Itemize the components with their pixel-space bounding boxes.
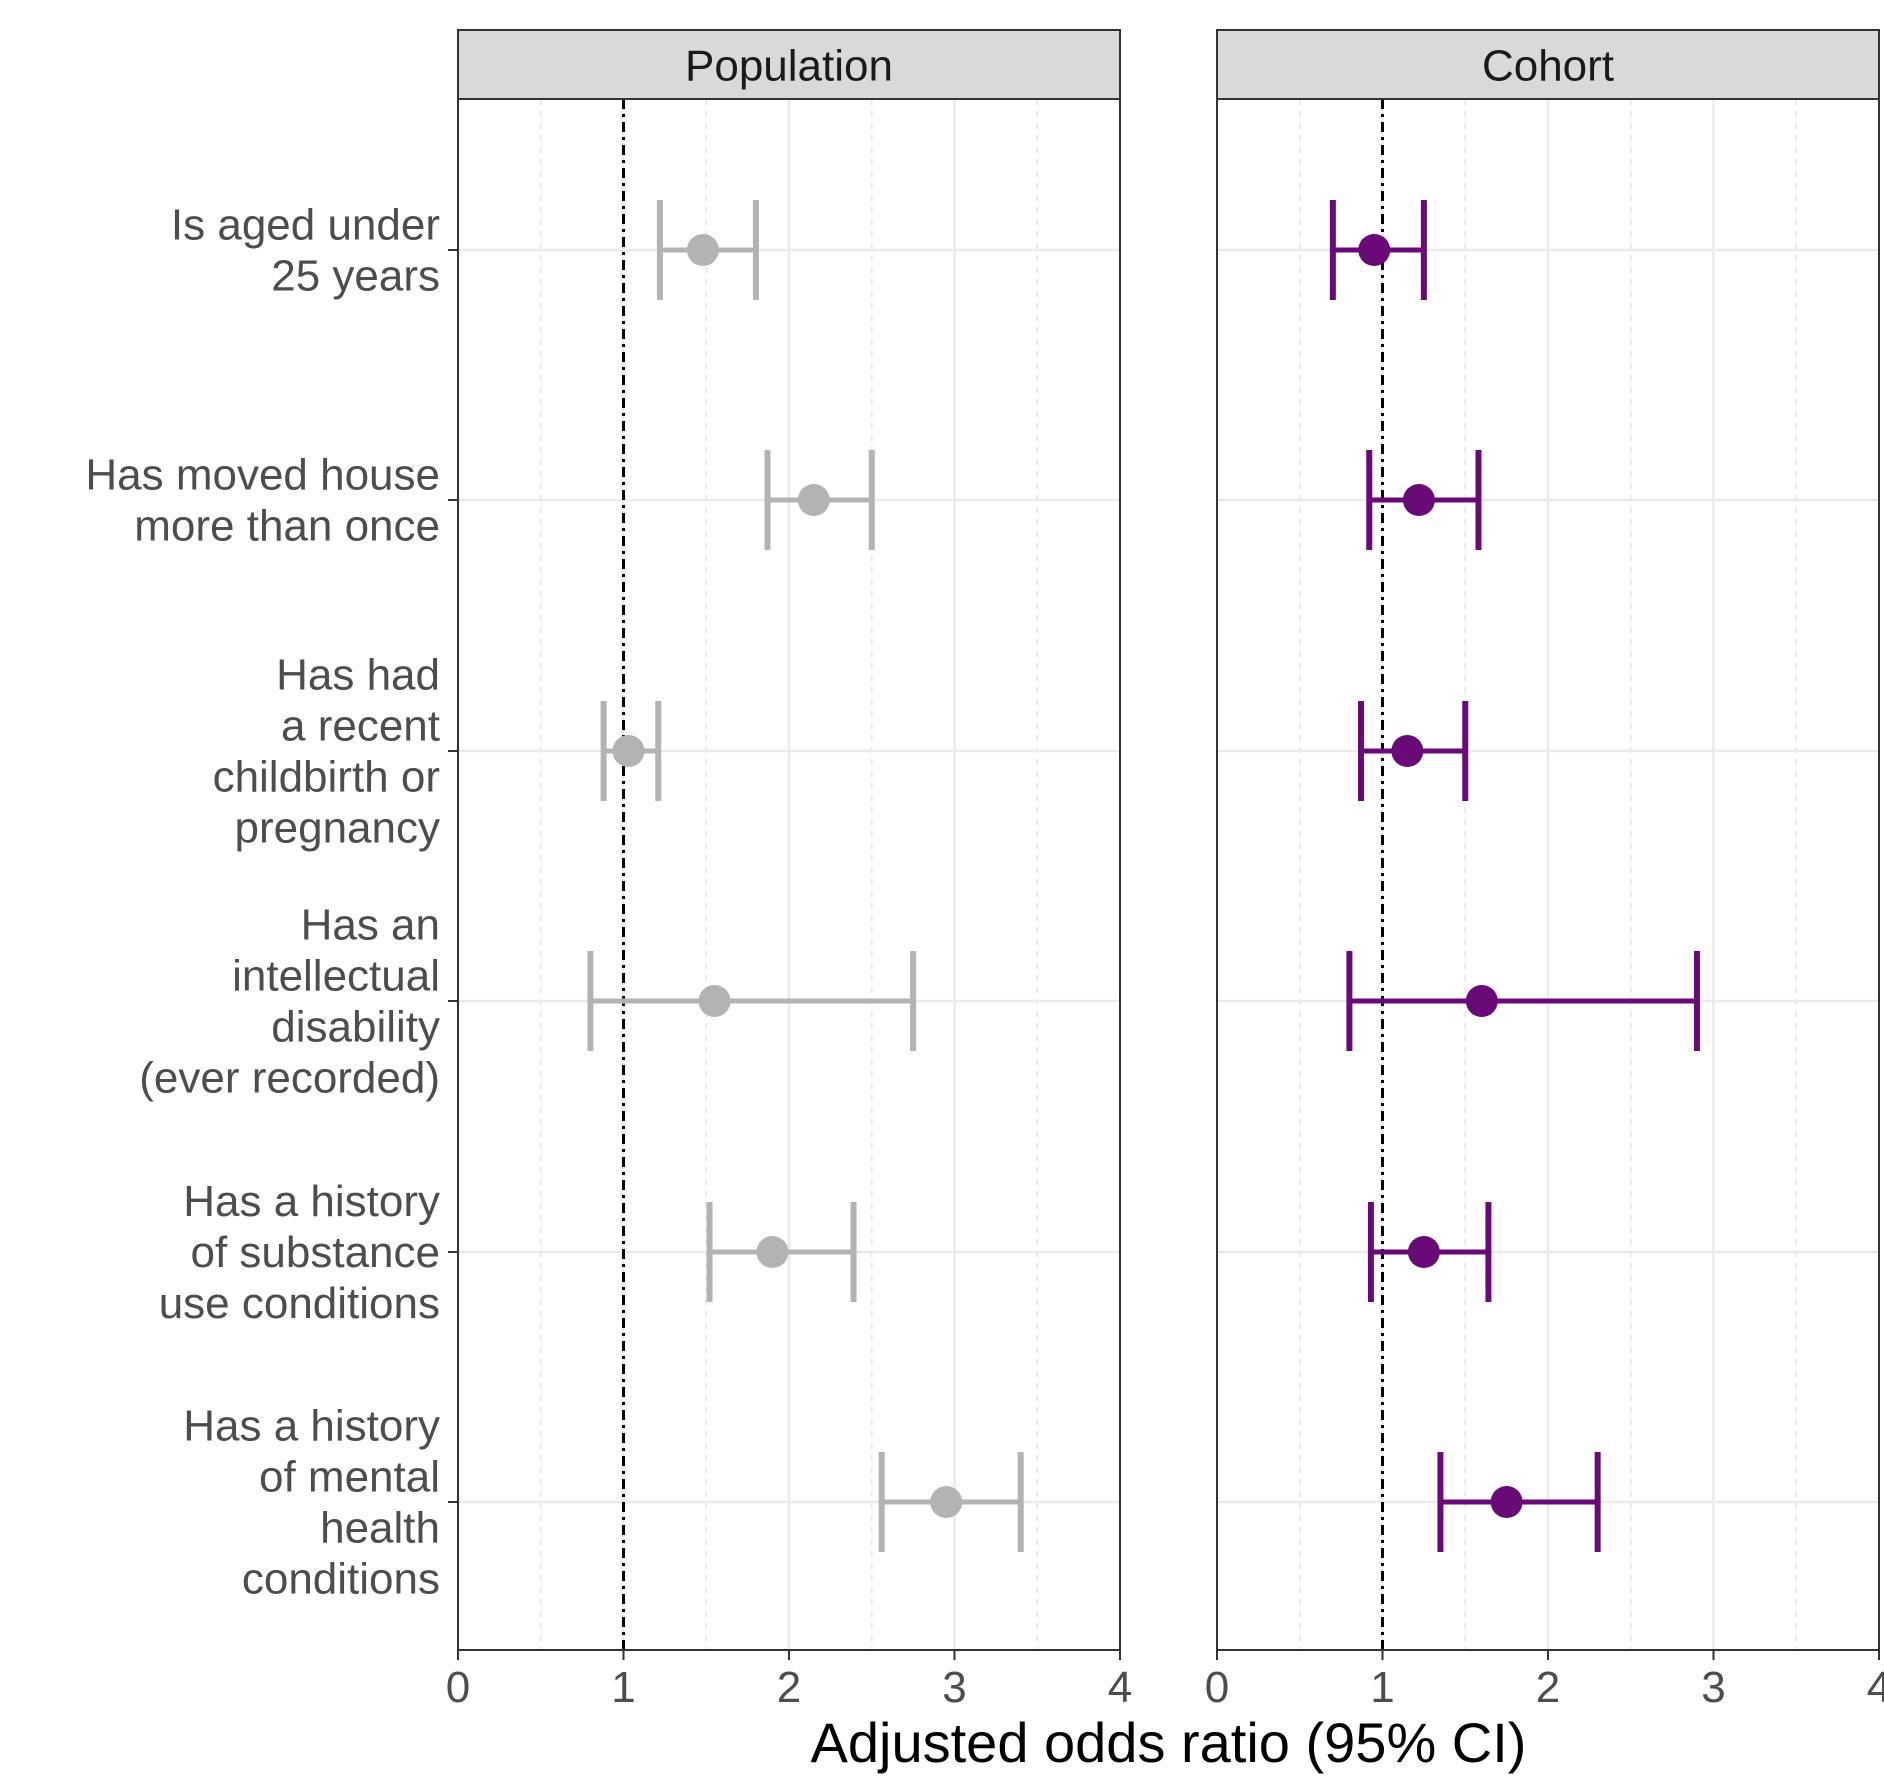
- y-category-label: Has a history of substance use conditions: [159, 1177, 440, 1328]
- estimate-point: [612, 735, 645, 767]
- x-tick-label: 0: [446, 1663, 470, 1712]
- y-category-label: Is aged under 25 years: [171, 201, 440, 301]
- y-category-label-line: intellectual: [232, 952, 440, 1001]
- panel-cohort: Cohort 0 1 2 3 4: [1205, 29, 1884, 1712]
- x-tick-label: 4: [1867, 1663, 1884, 1712]
- y-category-label-line: conditions: [242, 1555, 440, 1604]
- estimate-point: [1391, 735, 1424, 767]
- y-category-label-line: health: [320, 1504, 440, 1553]
- panel-population: Population 0 1 2 3 4: [446, 29, 1132, 1712]
- x-tick-label: 1: [611, 1663, 635, 1712]
- panel-title: Population: [685, 42, 893, 91]
- estimate-point: [797, 484, 830, 516]
- x-tick-label: 0: [1205, 1663, 1229, 1712]
- y-category-label-line: more than once: [134, 502, 440, 551]
- x-tick-label: 3: [942, 1663, 966, 1712]
- estimate-point: [1407, 1236, 1440, 1268]
- x-tick-label: 1: [1370, 1663, 1394, 1712]
- panel-title: Cohort: [1482, 42, 1614, 91]
- y-category-label-line: childbirth or: [213, 753, 440, 802]
- y-category-label-line: 25 years: [271, 252, 440, 301]
- y-category-label-line: Has an: [301, 901, 440, 950]
- y-category-label-line: Has moved house: [85, 451, 440, 500]
- y-category-label-line: of mental: [259, 1453, 440, 1502]
- y-category-label: Has had a recent childbirth or pregnancy: [213, 651, 440, 853]
- x-tick-label: 2: [777, 1663, 801, 1712]
- y-category-label: Has an intellectual disability (ever record…: [139, 901, 440, 1103]
- estimate-point: [698, 985, 731, 1017]
- x-tick-label: 3: [1701, 1663, 1725, 1712]
- y-category-label-line: use conditions: [159, 1279, 440, 1328]
- x-tick-label: 4: [1108, 1663, 1132, 1712]
- y-category-label-line: (ever recorded): [139, 1054, 440, 1103]
- estimate-point: [1465, 985, 1498, 1017]
- x-tick-label: 2: [1536, 1663, 1560, 1712]
- y-category-label-line: pregnancy: [235, 804, 440, 853]
- estimate-point: [1402, 484, 1435, 516]
- estimate-point: [930, 1486, 963, 1518]
- x-axis-title: Adjusted odds ratio (95% CI): [811, 1711, 1527, 1774]
- panel-strip: [457, 29, 1121, 100]
- estimate-point: [756, 1236, 789, 1268]
- y-category-label-line: Is aged under: [171, 201, 440, 250]
- y-category-label-line: Has had: [276, 651, 440, 700]
- y-category-label: Has moved house more than once: [85, 451, 440, 551]
- y-category-label-line: disability: [271, 1003, 440, 1052]
- y-category-label-line: Has a history: [183, 1177, 440, 1226]
- estimate-point: [686, 234, 719, 266]
- y-category-label-line: a recent: [281, 702, 440, 751]
- estimate-point: [1358, 234, 1391, 266]
- y-category-label: Has a history of mental health conditions: [183, 1402, 440, 1604]
- estimate-point: [1490, 1486, 1523, 1518]
- y-category-label-line: Has a history: [183, 1402, 440, 1451]
- y-category-label-line: of substance: [191, 1228, 441, 1277]
